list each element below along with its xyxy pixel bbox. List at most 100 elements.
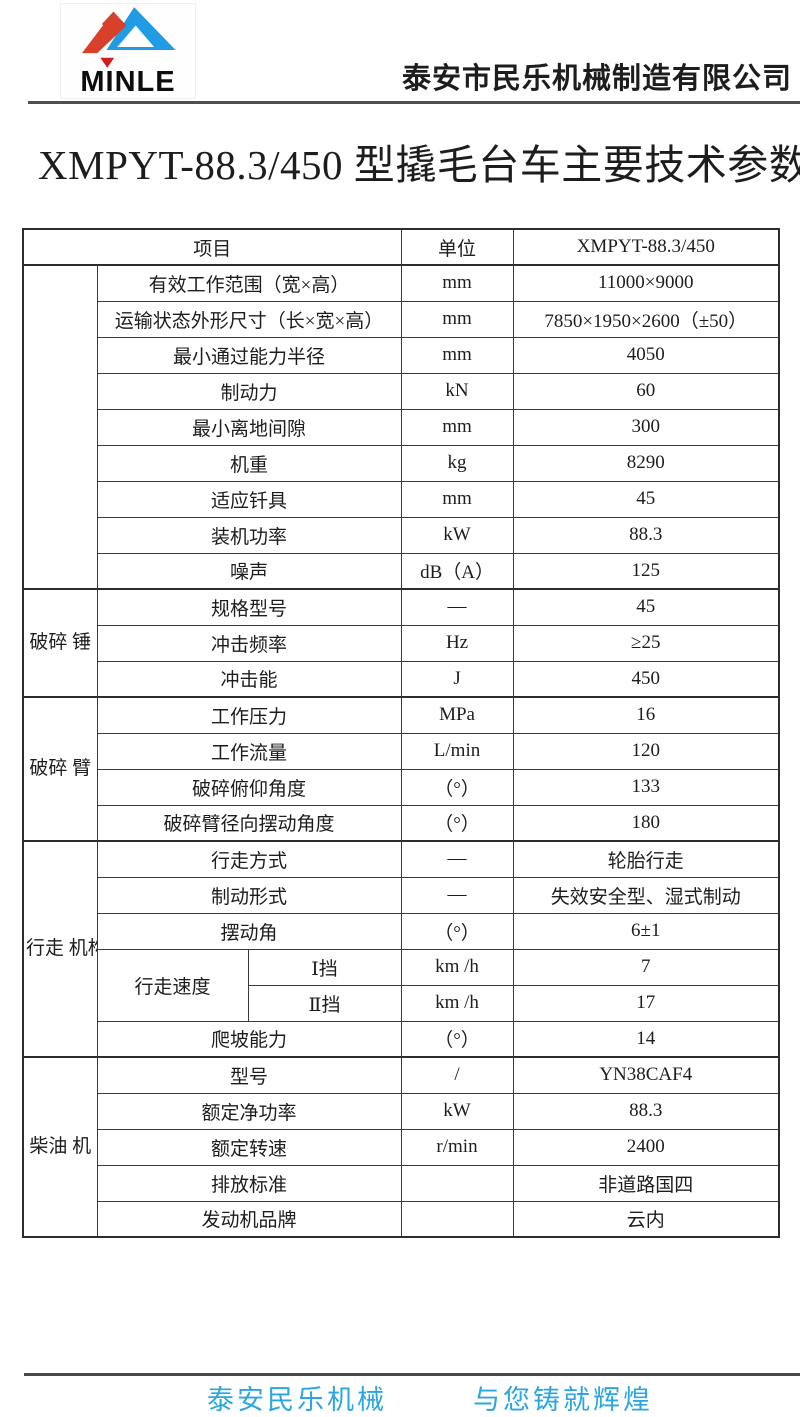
table-header-row: 项目 单位 XMPYT-88.3/450 bbox=[22, 228, 780, 266]
page-header: MINLE 泰安市民乐机械制造有限公司 bbox=[0, 0, 800, 104]
value-cell: 8290 bbox=[512, 444, 780, 482]
unit-cell: Hz bbox=[400, 624, 514, 662]
footer-slogan: 与您铸就辉煌 bbox=[473, 1385, 653, 1415]
value-cell: 125 bbox=[512, 552, 780, 590]
spec-table: 项目 单位 XMPYT-88.3/450 有效工作范围（宽×高） mm 1100… bbox=[22, 228, 781, 1238]
value-cell: 60 bbox=[512, 372, 780, 410]
value-cell: 失效安全型、湿式制动 bbox=[512, 876, 780, 914]
unit-cell: kg bbox=[400, 444, 514, 482]
group-cell-general bbox=[22, 264, 98, 590]
company-logo: MINLE bbox=[60, 3, 196, 99]
group-cell-arm: 破碎 臂 bbox=[22, 696, 98, 842]
value-cell: 轮胎行走 bbox=[512, 840, 780, 878]
table-row: 工作流量 L/min 120 bbox=[23, 732, 780, 770]
value-cell: 6±1 bbox=[512, 912, 780, 950]
mountain-logo-icon bbox=[62, 4, 194, 70]
unit-cell: mm bbox=[400, 264, 514, 302]
unit-cell: （°） bbox=[400, 804, 514, 842]
value-cell: 88.3 bbox=[512, 1092, 780, 1130]
unit-cell: mm bbox=[400, 300, 514, 338]
table-row: 行走速度 Ⅰ挡 km /h 7 bbox=[23, 948, 780, 1022]
table-row: 噪声 dB（A） 125 bbox=[23, 552, 780, 590]
param-name-cell: 噪声 bbox=[96, 552, 402, 590]
group-cell-travel: 行走 机构 bbox=[22, 840, 98, 1058]
table-row: Ⅱ挡 km /h 17 bbox=[23, 984, 780, 1022]
unit-cell: km /h bbox=[400, 948, 514, 986]
param-name-cell: 额定净功率 bbox=[96, 1092, 402, 1130]
unit-cell: MPa bbox=[400, 696, 514, 734]
value-cell: 133 bbox=[512, 768, 780, 806]
param-name-cell: 规格型号 bbox=[96, 588, 402, 626]
unit-cell bbox=[400, 1164, 514, 1202]
unit-cell: L/min bbox=[400, 732, 514, 770]
unit-cell: / bbox=[400, 1056, 514, 1094]
value-cell: 11000×9000 bbox=[512, 264, 780, 302]
unit-cell: — bbox=[400, 588, 514, 626]
page-footer: 泰安民乐机械 与您铸就辉煌 bbox=[0, 1373, 800, 1415]
table-row: 破碎俯仰角度 （°） 133 bbox=[23, 768, 780, 806]
unit-cell: mm bbox=[400, 408, 514, 446]
unit-cell: — bbox=[400, 876, 514, 914]
value-cell: ≥25 bbox=[512, 624, 780, 662]
param-name-cell: 摆动角 bbox=[96, 912, 402, 950]
table-row: 破碎臂径向摆动角度 （°） 180 bbox=[23, 804, 780, 842]
table-row: 发动机品牌 云内 bbox=[23, 1200, 780, 1238]
param-name-cell: 冲击能 bbox=[96, 660, 402, 698]
table-row: 装机功率 kW 88.3 bbox=[23, 516, 780, 554]
unit-cell: — bbox=[400, 840, 514, 878]
value-cell: 45 bbox=[512, 588, 780, 626]
group-cell-hammer: 破碎 锤 bbox=[22, 588, 98, 698]
table-row: 冲击能 J 450 bbox=[23, 660, 780, 698]
col-header-model: XMPYT-88.3/450 bbox=[512, 228, 780, 266]
unit-cell: r/min bbox=[400, 1128, 514, 1166]
value-cell: 16 bbox=[512, 696, 780, 734]
param-name-cell: 发动机品牌 bbox=[96, 1200, 402, 1238]
gear-cell: Ⅱ挡 bbox=[247, 984, 402, 1022]
table-row: 最小通过能力半径 mm 4050 bbox=[23, 336, 780, 374]
table-row: 最小离地间隙 mm 300 bbox=[23, 408, 780, 446]
param-name-cell: 工作压力 bbox=[96, 696, 402, 734]
table-row: 额定转速 r/min 2400 bbox=[23, 1128, 780, 1166]
param-name-cell: 机重 bbox=[96, 444, 402, 482]
unit-cell: （°） bbox=[400, 768, 514, 806]
param-name-cell: 破碎臂径向摆动角度 bbox=[96, 804, 402, 842]
value-cell: 450 bbox=[512, 660, 780, 698]
logo-wordmark: MINLE bbox=[80, 66, 176, 98]
value-cell: 4050 bbox=[512, 336, 780, 374]
gear-cell: Ⅰ挡 bbox=[247, 948, 402, 986]
param-name-cell-speed: 行走速度 bbox=[96, 948, 249, 1022]
unit-cell: （°） bbox=[400, 912, 514, 950]
unit-cell: （°） bbox=[400, 1020, 514, 1058]
unit-cell: kN bbox=[400, 372, 514, 410]
table-row: 排放标准 非道路国四 bbox=[23, 1164, 780, 1202]
table-row: 摆动角 （°） 6±1 bbox=[23, 912, 780, 950]
table-row: 爬坡能力 （°） 14 bbox=[23, 1020, 780, 1058]
group-cell-engine: 柴油 机 bbox=[22, 1056, 98, 1238]
param-name-cell: 工作流量 bbox=[96, 732, 402, 770]
param-name-cell: 行走方式 bbox=[96, 840, 402, 878]
table-row: 额定净功率 kW 88.3 bbox=[23, 1092, 780, 1130]
table-row: 制动力 kN 60 bbox=[23, 372, 780, 410]
unit-cell: kW bbox=[400, 516, 514, 554]
table-row: 运输状态外形尺寸（长×宽×高） mm 7850×1950×2600（±50） bbox=[23, 300, 780, 338]
param-name-cell: 最小离地间隙 bbox=[96, 408, 402, 446]
page-title: XMPYT-88.3/450 型撬毛台车主要技术参数 bbox=[38, 142, 800, 188]
param-name-cell: 型号 bbox=[96, 1056, 402, 1094]
table-row: 柴油 机 型号 / YN38CAF4 bbox=[22, 1056, 780, 1238]
value-cell: 120 bbox=[512, 732, 780, 770]
param-name-cell: 爬坡能力 bbox=[96, 1020, 402, 1058]
company-name: 泰安市民乐机械制造有限公司 bbox=[401, 63, 792, 95]
value-cell: 180 bbox=[512, 804, 780, 842]
param-name-cell: 适应钎具 bbox=[96, 480, 402, 518]
value-cell: 7 bbox=[512, 948, 780, 986]
param-name-cell: 运输状态外形尺寸（长×宽×高） bbox=[96, 300, 402, 338]
unit-cell: km /h bbox=[400, 984, 514, 1022]
table-row: 行走 机构 行走方式 — 轮胎行走 bbox=[22, 840, 780, 1058]
value-cell: 300 bbox=[512, 408, 780, 446]
col-header-unit: 单位 bbox=[400, 228, 514, 266]
value-cell: 88.3 bbox=[512, 516, 780, 554]
table-row: 有效工作范围（宽×高） mm 11000×9000 bbox=[22, 264, 780, 590]
unit-cell: mm bbox=[400, 336, 514, 374]
value-cell: 非道路国四 bbox=[512, 1164, 780, 1202]
value-cell: 14 bbox=[512, 1020, 780, 1058]
